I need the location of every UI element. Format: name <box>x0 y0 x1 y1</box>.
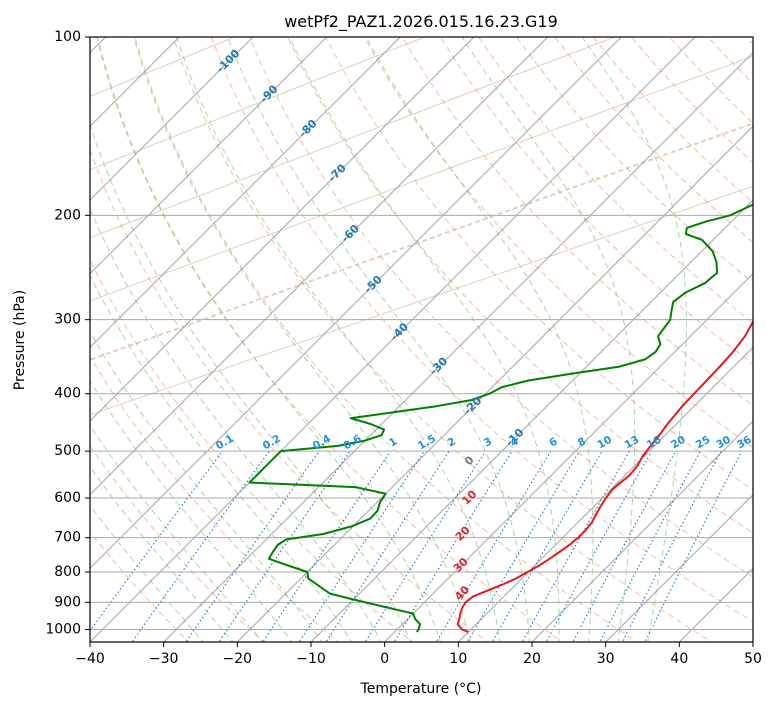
dry-adiabat <box>287 37 753 534</box>
x-tick-label: −20 <box>223 651 253 667</box>
sounding-curves <box>248 203 753 633</box>
temperature-line <box>456 319 753 633</box>
mixing-ratio-line <box>599 450 701 642</box>
x-tick-label: 30 <box>597 651 615 667</box>
plot-frame <box>89 36 754 643</box>
mixing-ratio-line <box>466 450 580 642</box>
mixing-ratio-line <box>185 450 320 642</box>
moist-adiabat <box>90 123 412 642</box>
y-tick-label: 1000 <box>45 621 81 637</box>
y-axis-label: Pressure (hPa) <box>12 290 28 390</box>
isotherm-line <box>310 199 753 642</box>
x-tick-label: 10 <box>449 651 467 667</box>
isentrope-line <box>90 185 753 416</box>
mixing-ratio-line <box>364 450 486 642</box>
y-tick-label: 500 <box>54 443 81 459</box>
isotherm-line <box>90 37 401 348</box>
isotherm-line <box>457 346 753 642</box>
moist-adiabat <box>90 207 382 642</box>
y-tick-label: 100 <box>54 29 81 45</box>
x-tick-label: −30 <box>149 651 179 667</box>
mixing-ratio-line <box>325 450 450 642</box>
y-tick-label: 700 <box>54 530 81 546</box>
isotherm-line <box>236 125 753 642</box>
mixing-ratio-line <box>621 450 722 642</box>
isentrope-line <box>90 55 753 302</box>
x-axis-ticks: −40 −30 −20 −10 0 10 20 30 40 50 <box>75 642 762 667</box>
isotherm-line <box>531 420 753 642</box>
y-tick-label: 900 <box>54 594 81 610</box>
dry-adiabat <box>90 258 414 642</box>
isotherm-line <box>384 273 753 642</box>
dry-adiabat <box>249 37 753 578</box>
x-tick-label: 50 <box>744 651 762 667</box>
isotherm-line <box>605 494 753 642</box>
y-tick-label: 600 <box>54 490 81 506</box>
y-tick-label: 400 <box>54 386 81 402</box>
dry-adiabat <box>363 37 753 448</box>
dry-adiabat <box>325 37 753 491</box>
mixing-ratio-line <box>218 450 351 642</box>
isotherm-line <box>90 37 180 127</box>
isotherm-line <box>90 37 254 201</box>
mixing-ratio-line <box>298 450 425 642</box>
y-tick-label: 200 <box>54 207 81 223</box>
isotherm-line <box>90 37 622 569</box>
dry-adiabat <box>401 37 753 406</box>
y-tick-label: 800 <box>54 564 81 580</box>
pressure-gridlines <box>90 37 753 630</box>
isotherm-line <box>90 37 475 422</box>
dewpoint-line <box>248 203 753 633</box>
mixing-ratio-line <box>131 450 270 642</box>
isotherm-line <box>163 52 753 642</box>
x-tick-label: 20 <box>523 651 541 667</box>
isotherm-line <box>90 37 696 642</box>
isentrope-line <box>90 122 753 361</box>
x-tick-label: −40 <box>75 651 105 667</box>
x-tick-label: 40 <box>670 651 688 667</box>
mixing-ratio-line <box>262 450 392 642</box>
isotherm-line <box>90 37 549 496</box>
mixing-ratio-line <box>90 450 223 632</box>
x-axis-label: Temperature (°C) <box>360 681 482 697</box>
isotherm-line <box>90 37 328 275</box>
y-axis-ticks: 100 200 300 400 500 600 700 800 900 1000 <box>45 29 90 637</box>
x-tick-label: 0 <box>380 651 389 667</box>
mixing-ratio-line <box>572 450 677 642</box>
y-tick-label: 300 <box>54 312 81 328</box>
chart-title: wetPf2_PAZ1.2026.015.16.23.G19 <box>284 12 558 32</box>
mixing-ratio-line <box>393 450 513 642</box>
dry-adiabat <box>439 37 753 365</box>
x-tick-label: −10 <box>296 651 326 667</box>
